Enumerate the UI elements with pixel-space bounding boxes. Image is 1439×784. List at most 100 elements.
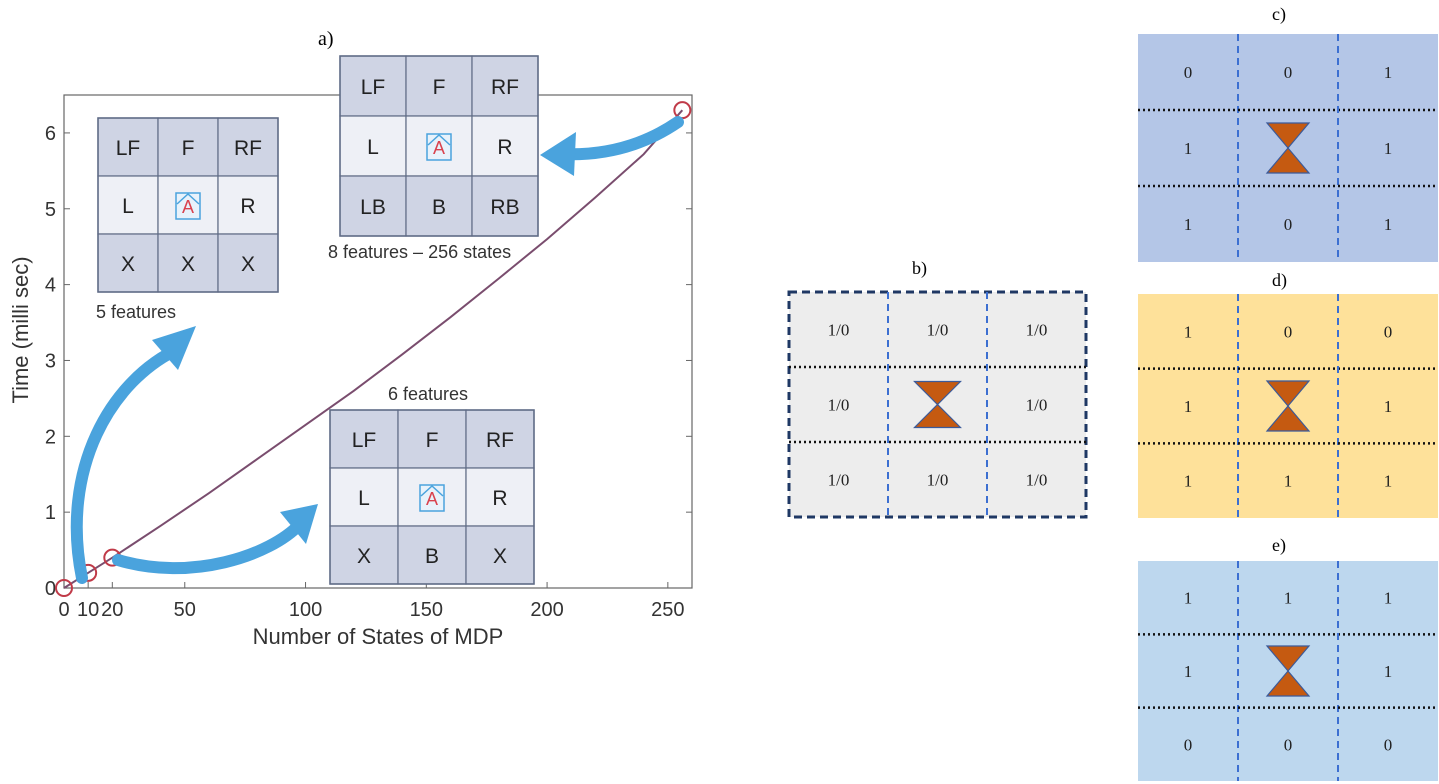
inset-border [97,117,279,293]
inset-cell-label: F [182,137,195,160]
grid-cell-value: 1 [1284,589,1293,608]
inset-cell [217,117,279,177]
y-tick-label: 5 [45,199,56,221]
grid-outer-border [787,290,1088,519]
y-tick-label: 0 [45,578,56,600]
caption-8-features: 8 features – 256 states [328,242,511,262]
grid-cell-value: 1 [1284,472,1293,491]
inset-cell-label: L [358,487,370,510]
grid-cell-value: 1/0 [1026,470,1048,489]
inset-cell [397,525,467,585]
inset-border [339,55,539,237]
time-series [63,109,684,589]
y-tick-label: 6 [45,123,56,145]
grid-cell-value: 0 [1384,735,1393,754]
inset-cell-label: L [367,136,379,159]
agent-icon-roof [176,192,200,205]
arrow-head-6-features [280,504,318,544]
x-axis-title: Number of States of MDP [253,624,504,649]
inset-cell [97,233,159,293]
y-tick-label: 1 [45,502,56,524]
panel-c: c) 0 0 1 1 1 1 0 1 [1138,4,1438,262]
panel-e: e) 1 1 1 1 1 0 0 0 [1138,535,1438,781]
inset-cell [217,233,279,293]
inset-cell-label: X [493,545,507,568]
inset-cell-label: F [426,429,439,452]
inset-cell [329,525,399,585]
agent-hourglass-bottom [1265,405,1311,432]
inset-cell-label: RB [490,196,519,219]
inset-cell-label: X [241,253,255,276]
grid-cell-value: 1 [1184,472,1193,491]
agent-hourglass-top [1265,380,1311,407]
grid-cell-value: 0 [1384,322,1393,341]
x-tick-label: 0 [58,599,69,621]
inset-cell [97,117,159,177]
arrow-to-8-features [554,116,684,161]
grid-d: 1 0 0 1 1 1 1 1 [1138,294,1438,518]
grid-cell-value: 0 [1284,215,1293,234]
panel-b: b) 1/0 1/0 1/0 1/0 1/0 1/0 1/0 1/0 [787,258,1088,519]
grid-cell-value: 1 [1184,139,1193,158]
y-axis-title: Time (milli sec) [8,256,33,403]
grid-b: 1/0 1/0 1/0 1/0 1/0 1/0 1/0 1/0 [787,290,1088,519]
x-tick-label: 100 [289,599,322,621]
x-tick-label: 50 [174,599,196,621]
grid-cell-value: 0 [1184,735,1193,754]
grid-cell-value: 1 [1384,215,1393,234]
inset-cell-label: A [426,489,438,509]
agent-hourglass-bottom [1265,670,1311,697]
grid-cell-value: 1/0 [1026,395,1048,414]
grid-cell-value: 1/0 [1026,320,1048,339]
inset-cell-label: R [492,487,507,510]
annotation-arrows [70,116,684,584]
y-tick-label: 3 [45,350,56,372]
inset-cell [217,175,279,235]
grid-cell-value: 0 [1284,735,1293,754]
agent-hourglass-bottom [913,403,962,429]
series-line [63,109,684,589]
inset-cell-label: A [182,197,194,217]
x-tick-label: 150 [410,599,443,621]
grid-c: 0 0 1 1 1 1 0 1 [1138,34,1438,262]
grid-cell-value: 1/0 [927,470,949,489]
grid-cell-value: 1 [1384,63,1393,82]
arrow-to-5-features [70,342,186,584]
caption-5-features: 5 features [96,302,176,322]
grid-cell-value: 1/0 [828,320,850,339]
inset-cell-label: X [121,253,135,276]
inset-cell-label: RF [234,137,262,160]
x-tick-label: 200 [530,599,563,621]
panel-d-label: d) [1272,270,1287,291]
grid-cell-value: 1 [1384,397,1393,416]
inset-6-features: LF F RF L A R X B X [329,409,535,585]
inset-cell [465,467,535,527]
panel-b-label: b) [912,258,927,279]
grid-cell-value: 1 [1384,139,1393,158]
grid-cell-value: 1 [1184,215,1193,234]
inset-cell-label: LF [352,429,377,452]
grid-cell-value: 0 [1284,63,1293,82]
x-tick-label: 250 [651,599,684,621]
inset-cell-label: LB [360,196,386,219]
agent-hourglass-bottom [1265,147,1311,174]
panel-d: d) 1 0 0 1 1 1 1 1 [1138,270,1438,518]
x-tick-label: 10 [77,599,99,621]
inset-cell [157,233,219,293]
inset-cell-label: RF [486,429,514,452]
panel-e-label: e) [1272,535,1286,556]
inset-border [329,409,535,585]
inset-cell-label: X [181,253,195,276]
inset-cell-label: B [425,545,439,568]
y-tick-label: 2 [45,426,56,448]
panel-a-label: a) [318,28,334,50]
agent-icon-box [175,192,201,220]
arrow-head-8-features [540,132,576,176]
data-point-marker [673,101,692,120]
x-tick-label: 20 [101,599,123,621]
y-axis-ticks: 0 1 2 3 4 5 6 [45,123,692,600]
x-axis-ticks: 0 10 20 50 100 150 200 250 [58,582,685,621]
grid-cell-value: 1/0 [828,395,850,414]
caption-6-features: 6 features [388,384,468,404]
grid-cell-value: 1 [1384,662,1393,681]
